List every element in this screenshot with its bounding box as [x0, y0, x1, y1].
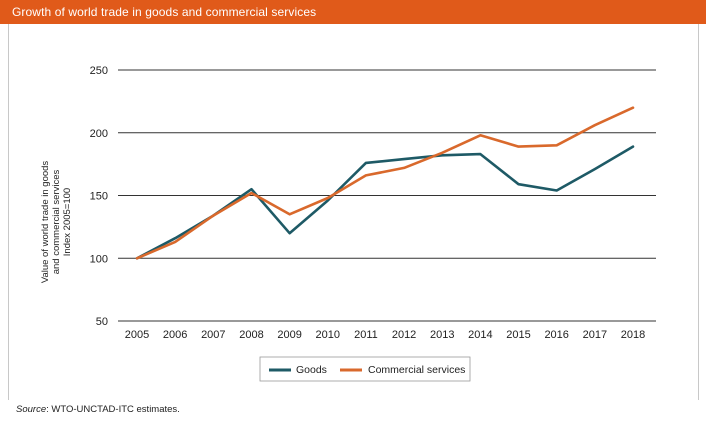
- x-tick-label-2013: 2013: [430, 329, 454, 341]
- x-tick-label-2014: 2014: [468, 329, 492, 341]
- x-tick-label-2005: 2005: [125, 329, 149, 341]
- x-tick-label-2017: 2017: [583, 329, 607, 341]
- chart-frame: [8, 24, 699, 400]
- source-text: : WTO-UNCTAD-ITC estimates.: [46, 404, 180, 415]
- x-tick-label-2015: 2015: [506, 329, 530, 341]
- chart-title: Growth of world trade in goods and comme…: [12, 5, 317, 19]
- chart-header-bar: Growth of world trade in goods and comme…: [0, 0, 706, 24]
- y-tick-label-150: 150: [90, 191, 108, 203]
- y-tick-label-50: 50: [96, 316, 108, 328]
- series-line-goods: [135, 145, 635, 260]
- legend-label-goods: Goods: [296, 364, 327, 376]
- legend-box: [259, 356, 471, 382]
- y-tick-label-100: 100: [90, 253, 108, 265]
- x-tick-label-2018: 2018: [621, 329, 645, 341]
- x-tick-label-2016: 2016: [544, 329, 568, 341]
- series-line-commercial-services: [135, 106, 635, 260]
- x-tick-label-2006: 2006: [163, 329, 187, 341]
- source-note: Source: WTO-UNCTAD-ITC estimates.: [16, 404, 180, 415]
- y-axis-label-line-1: Value of world trade in goods: [40, 161, 51, 284]
- y-axis-label-line-3: Index 2005=100: [62, 188, 73, 256]
- y-tick-label-250: 250: [90, 65, 108, 77]
- x-tick-label-2007: 2007: [201, 329, 225, 341]
- x-tick-label-2008: 2008: [239, 329, 263, 341]
- x-tick-label-2010: 2010: [316, 329, 340, 341]
- source-label: Source: [16, 404, 47, 415]
- y-tick-label-200: 200: [90, 128, 108, 140]
- x-tick-label-2009: 2009: [277, 329, 301, 341]
- x-tick-label-2012: 2012: [392, 329, 416, 341]
- legend-label-commercial-services: Commercial services: [368, 364, 465, 376]
- x-tick-label-2011: 2011: [354, 329, 378, 341]
- y-axis-label-line-2: and commercial services: [51, 169, 62, 274]
